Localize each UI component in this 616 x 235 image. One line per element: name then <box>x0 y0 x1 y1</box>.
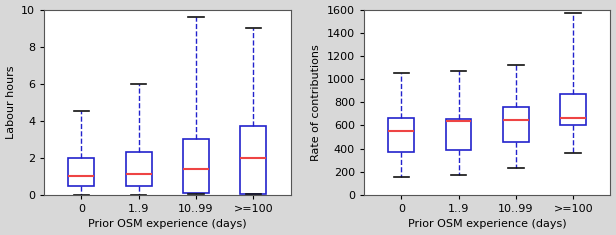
PathPatch shape <box>126 152 152 186</box>
X-axis label: Prior OSM experience (days): Prior OSM experience (days) <box>408 219 567 229</box>
X-axis label: Prior OSM experience (days): Prior OSM experience (days) <box>88 219 246 229</box>
PathPatch shape <box>68 158 94 186</box>
PathPatch shape <box>561 94 586 125</box>
PathPatch shape <box>240 126 266 194</box>
Y-axis label: Rate of contributions: Rate of contributions <box>311 44 322 161</box>
Y-axis label: Labour hours: Labour hours <box>6 66 15 139</box>
PathPatch shape <box>503 107 529 141</box>
PathPatch shape <box>183 139 209 193</box>
PathPatch shape <box>389 118 414 152</box>
PathPatch shape <box>446 119 471 150</box>
